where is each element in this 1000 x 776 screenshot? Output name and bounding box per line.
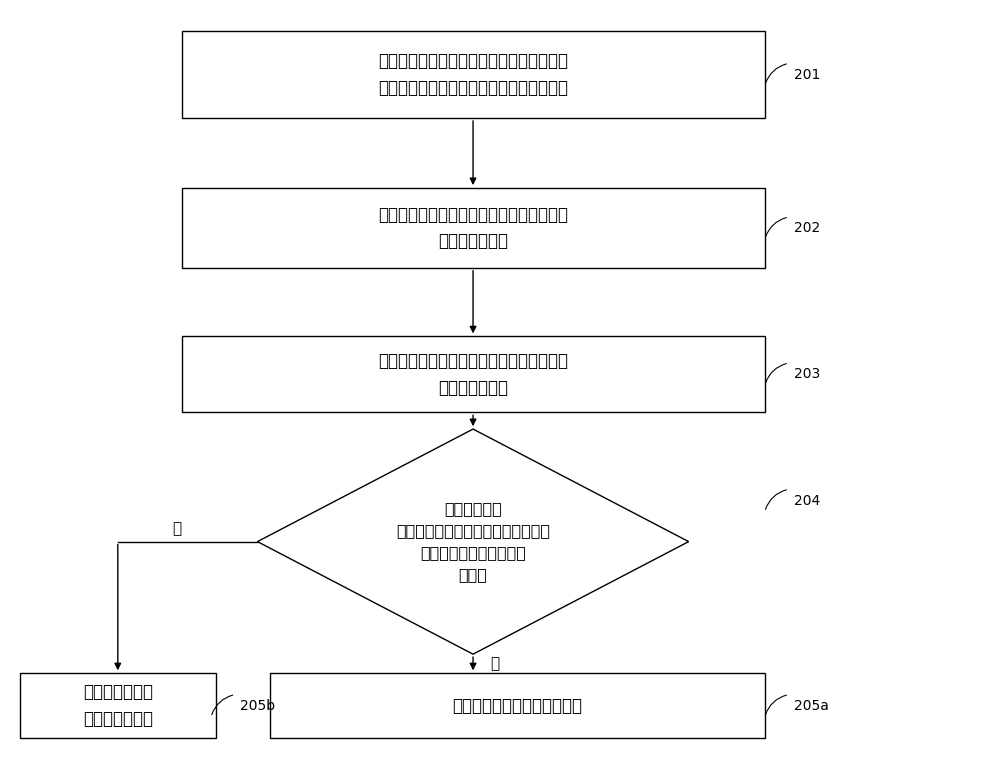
FancyBboxPatch shape xyxy=(182,30,765,118)
Text: 否: 否 xyxy=(172,521,181,536)
FancyBboxPatch shape xyxy=(270,673,765,738)
FancyBboxPatch shape xyxy=(182,336,765,412)
Text: 202: 202 xyxy=(794,221,820,235)
FancyBboxPatch shape xyxy=(20,673,216,738)
Text: 当检测到目标对象时，获取目标对象的第一
目标信息，并获取目标用户的生物特征图像: 当检测到目标对象时，获取目标对象的第一 目标信息，并获取目标用户的生物特征图像 xyxy=(378,52,568,96)
Text: 确定目标对象不
匹配于目标用户: 确定目标对象不 匹配于目标用户 xyxy=(83,684,153,728)
Text: 是: 是 xyxy=(491,656,500,671)
Text: 203: 203 xyxy=(794,367,820,381)
Text: 205a: 205a xyxy=(794,699,829,713)
Text: 205b: 205b xyxy=(240,699,275,713)
Text: 计算目标用户的生物特征图像与目标生物特
征图像的相似度: 计算目标用户的生物特征图像与目标生物特 征图像的相似度 xyxy=(378,352,568,397)
Text: 确定目标对象匹配于目标用户: 确定目标对象匹配于目标用户 xyxy=(452,697,582,715)
Text: 获取预先存储的，与第一目标信息对应的目
标生物特征图像: 获取预先存储的，与第一目标信息对应的目 标生物特征图像 xyxy=(378,206,568,250)
Text: 201: 201 xyxy=(794,68,820,81)
Text: 204: 204 xyxy=(794,494,820,508)
Polygon shape xyxy=(257,429,689,654)
Text: 判断目标用户
的生物特征图像与目标生物特征图像
的相似度是否大于或等于
预设值: 判断目标用户 的生物特征图像与目标生物特征图像 的相似度是否大于或等于 预设值 xyxy=(396,501,550,583)
FancyBboxPatch shape xyxy=(182,188,765,268)
